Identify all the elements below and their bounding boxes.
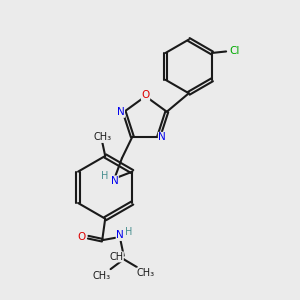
Text: CH: CH — [109, 252, 123, 262]
Text: N: N — [158, 132, 166, 142]
Text: O: O — [141, 90, 150, 100]
Text: H: H — [125, 227, 133, 237]
Text: CH₃: CH₃ — [93, 271, 111, 281]
Text: O: O — [77, 232, 86, 242]
Text: N: N — [111, 176, 118, 186]
Text: N: N — [117, 107, 124, 117]
Text: CH₃: CH₃ — [137, 268, 155, 278]
Text: Cl: Cl — [229, 46, 240, 56]
Text: CH₃: CH₃ — [93, 133, 111, 142]
Text: N: N — [116, 230, 124, 240]
Text: H: H — [101, 171, 109, 181]
